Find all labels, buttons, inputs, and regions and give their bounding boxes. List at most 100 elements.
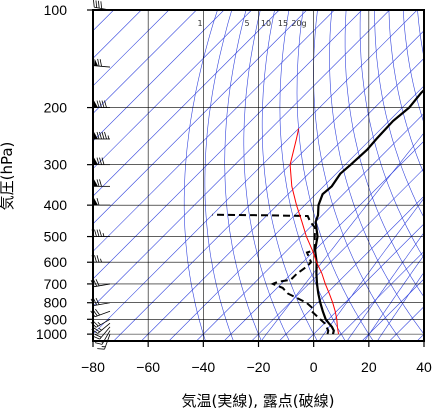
wind-barb-flag (96, 131, 100, 140)
mixing-ratio-label: 20g (291, 19, 306, 28)
wind-barb-flag (95, 308, 100, 316)
mixing-ratio-line (346, 232, 424, 341)
wind-barb-flag (104, 100, 107, 108)
isotherm-line (93, 10, 252, 170)
dry-adiabat-line (261, 10, 318, 341)
mixing-ratio-line (376, 271, 424, 341)
wind-barb-staff (95, 318, 111, 328)
wind-barb (90, 279, 111, 288)
isotherm-line (223, 140, 424, 341)
mixing-ratio-label: 15 (278, 19, 288, 28)
wind-barb-flag (95, 279, 100, 287)
wind-barb-flag (94, 342, 103, 345)
dry-adiabat-line (296, 10, 374, 341)
wind-barb-flag (99, 59, 102, 67)
wind-barb-staff (94, 310, 111, 318)
wind-barb-half-flag (107, 135, 110, 140)
wind-barb-flag (97, 348, 105, 350)
wind-barb-flag (101, 131, 105, 140)
wind-barb (94, 179, 110, 187)
y-tick-label: 600 (44, 254, 68, 270)
wind-barb-flag (100, 1, 103, 9)
wind-barb-staff (94, 302, 111, 306)
wind-barb-pennant (94, 131, 98, 139)
wind-barb (94, 58, 111, 68)
y-tick-label: 500 (44, 229, 68, 245)
isotherm-line (361, 278, 424, 341)
dry-adiabat-line (313, 10, 402, 341)
wind-barb (93, 0, 111, 11)
y-tick-label: 1000 (36, 326, 67, 342)
y-tick-label: 700 (44, 276, 68, 292)
dry-adiabat-line (224, 10, 262, 341)
wind-barb (92, 326, 111, 340)
wind-barbs (90, 0, 111, 350)
wind-barb-flag (101, 100, 105, 108)
x-axis-title: 気温(実線), 露点(破線) (182, 392, 335, 410)
wind-barb-flag (96, 198, 100, 206)
isotherm-line (93, 10, 335, 252)
wind-barb-pennant (94, 58, 99, 67)
wind-barb-flag (99, 229, 102, 237)
wind-barb-flag (99, 100, 102, 108)
dry-adiabat-line (344, 10, 424, 298)
wind-barb-half-flag (98, 327, 102, 331)
wind-barb-flag (92, 335, 100, 340)
wind-barb-flag (98, 0, 100, 9)
isotherm-line (416, 333, 424, 341)
wind-barb-pennant (94, 179, 98, 187)
isotherm-line (141, 57, 424, 341)
x-tick-label: 0 (310, 359, 318, 375)
dry-adiabat-line (279, 10, 346, 341)
mixing-ratio-label: 5 (244, 19, 249, 28)
x-tick-label: 20 (361, 359, 377, 375)
y-tick-label: 400 (44, 197, 68, 213)
wind-barb-flag (93, 298, 98, 306)
wind-barb-flag (94, 333, 102, 338)
wind-barb-flag (93, 0, 95, 8)
isotherm-line (251, 168, 424, 341)
wind-barb-half-flag (97, 321, 101, 326)
isotherm-line (93, 10, 225, 142)
isotherm-line (196, 113, 424, 341)
wind-barb (91, 255, 110, 263)
isotherm-line (93, 10, 363, 280)
wind-barb-staff (97, 322, 111, 334)
wind-barb-flag (93, 327, 100, 333)
x-tick-label: −40 (191, 359, 215, 375)
wind-barb (94, 100, 110, 108)
mixing-ratio-label: 10 (261, 19, 271, 28)
dry-adiabat-line (204, 10, 234, 341)
wind-barb-flag (96, 229, 100, 237)
isotherm-line (93, 10, 280, 197)
dry-adiabat-line (329, 10, 424, 335)
wind-barb (94, 157, 110, 166)
wind-barb-staff (101, 330, 111, 345)
wind-barb-flag (99, 157, 102, 165)
y-axis-title: 気圧(hPa) (0, 142, 16, 211)
x-tick-label: −60 (136, 359, 160, 375)
isotherm-line (93, 10, 308, 225)
wind-barb-flag (93, 279, 98, 287)
sounding-profiles (212, 88, 424, 335)
wind-barb (94, 198, 110, 206)
isotherm-line (93, 10, 170, 87)
wind-barb-flag (101, 157, 105, 165)
wind-barb-flag (94, 229, 97, 237)
wind-barb-half-flag (102, 232, 105, 237)
wind-barb-flag (95, 0, 98, 8)
y-tick-label: 800 (44, 295, 68, 311)
dewpoint-profile (212, 213, 330, 335)
dry-adiabat-line (388, 10, 424, 175)
wind-barb-pennant (94, 100, 98, 108)
parcel-curve (289, 128, 339, 335)
wind-barb-half-flag (100, 258, 102, 263)
guide-lines (93, 10, 424, 341)
y-tick-label: 900 (44, 311, 68, 327)
wind-barb-pennant (94, 198, 98, 206)
mixing-ratio-labels: 1 5 10 15 20g (197, 19, 306, 28)
wind-barb-flag (104, 131, 107, 140)
wind-barb-staff (99, 326, 111, 340)
y-tick-label: 100 (44, 2, 68, 18)
